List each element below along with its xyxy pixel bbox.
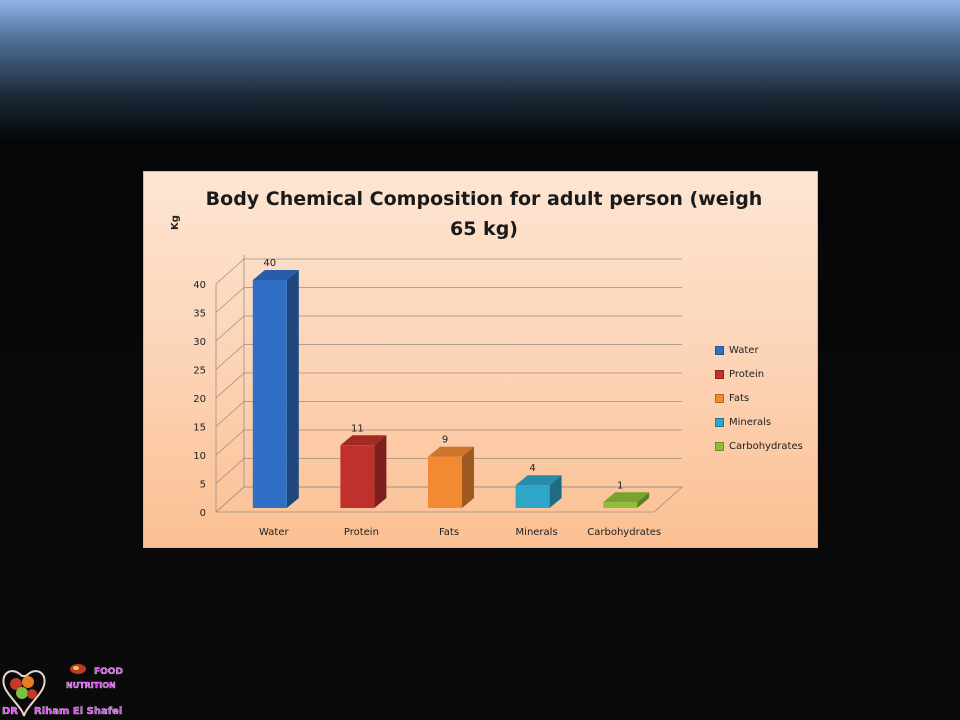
legend-item: Minerals [715, 410, 803, 434]
y-tick-label: 25 [193, 366, 206, 377]
bar [252, 280, 287, 508]
legend-item: Water [715, 338, 803, 362]
legend-label: Carbohydrates [729, 440, 803, 452]
legend-item: Protein [715, 362, 803, 386]
bar-top [603, 492, 650, 503]
data-label: 9 [442, 435, 448, 446]
y-tick-label: 10 [193, 451, 206, 462]
x-tick-label: Carbohydrates [587, 527, 661, 538]
bar [340, 445, 375, 508]
gridline-side [215, 429, 245, 456]
gridline-side [215, 258, 245, 285]
logo-name-text: Riham El Shafei [34, 706, 122, 717]
bar-side [549, 475, 562, 508]
y-tick-label: 30 [193, 337, 206, 348]
logo-dr-text: DR [2, 706, 18, 717]
bar-top [428, 446, 474, 457]
legend-label: Minerals [729, 416, 772, 428]
bar-side [637, 492, 650, 508]
legend-label: Protein [729, 368, 765, 380]
legend-label: Water [729, 344, 759, 356]
logo-food-text: FOOD [94, 667, 123, 677]
x-tick-label: Protein [344, 527, 379, 538]
bar [428, 456, 462, 508]
y-tick-label: 40 [193, 280, 206, 291]
bar [515, 485, 550, 508]
y-tick-label: 35 [193, 309, 206, 320]
bar-top [340, 435, 387, 446]
data-label: 11 [351, 423, 364, 434]
x-tick-label: Fats [439, 527, 459, 538]
gridline-side [215, 401, 245, 427]
logo-nutrition-text: NUTRITION [66, 681, 116, 690]
legend-swatch [715, 417, 724, 427]
bar-side [374, 435, 387, 508]
bar [603, 502, 638, 508]
bar-side [286, 270, 299, 508]
legend-item: Carbohydrates [715, 434, 803, 458]
bar-top [515, 475, 562, 486]
legend-swatch [715, 369, 724, 379]
y-tick-label: 0 [200, 508, 206, 519]
data-label: 1 [617, 480, 623, 491]
gridline-side [215, 344, 245, 370]
chart-title-line-1: Body Chemical Composition for adult pers… [205, 188, 763, 210]
y-tick-label: 5 [200, 480, 206, 491]
chart-title: Body Chemical Composition for adult pers… [184, 184, 784, 244]
data-label: 4 [529, 463, 535, 474]
gridline-side [215, 315, 245, 342]
y-tick-label: 20 [193, 394, 206, 405]
gridline-side [215, 458, 245, 484]
bar-top [252, 270, 299, 280]
legend-swatch [715, 441, 724, 451]
legend-swatch [715, 345, 724, 355]
legend-label: Fats [729, 392, 750, 404]
x-tick-label: Water [259, 527, 289, 538]
gridline-side [215, 372, 245, 399]
chart-panel: Body Chemical Composition for adult pers… [143, 171, 818, 548]
chart-title-line-2: 65 kg) [450, 218, 518, 240]
chart-floor [214, 486, 684, 513]
legend-swatch [715, 393, 724, 403]
gridline-side [215, 287, 245, 313]
chart-legend: Water Protein Fats Minerals Carbohydrates [715, 338, 803, 458]
bar-side [462, 446, 474, 508]
legend-item: Fats [715, 386, 803, 410]
x-tick-label: Minerals [516, 527, 558, 538]
brand-logo: FOOD NUTRITION DR Riham El Shafei [2, 664, 123, 717]
data-label: 40 [263, 258, 276, 269]
chart-plot: 0 5 10 15 20 25 30 35 40 40 Water 11 Protein 9 Fats 4 Mi… [193, 255, 684, 538]
y-tick-label: 15 [193, 423, 206, 434]
